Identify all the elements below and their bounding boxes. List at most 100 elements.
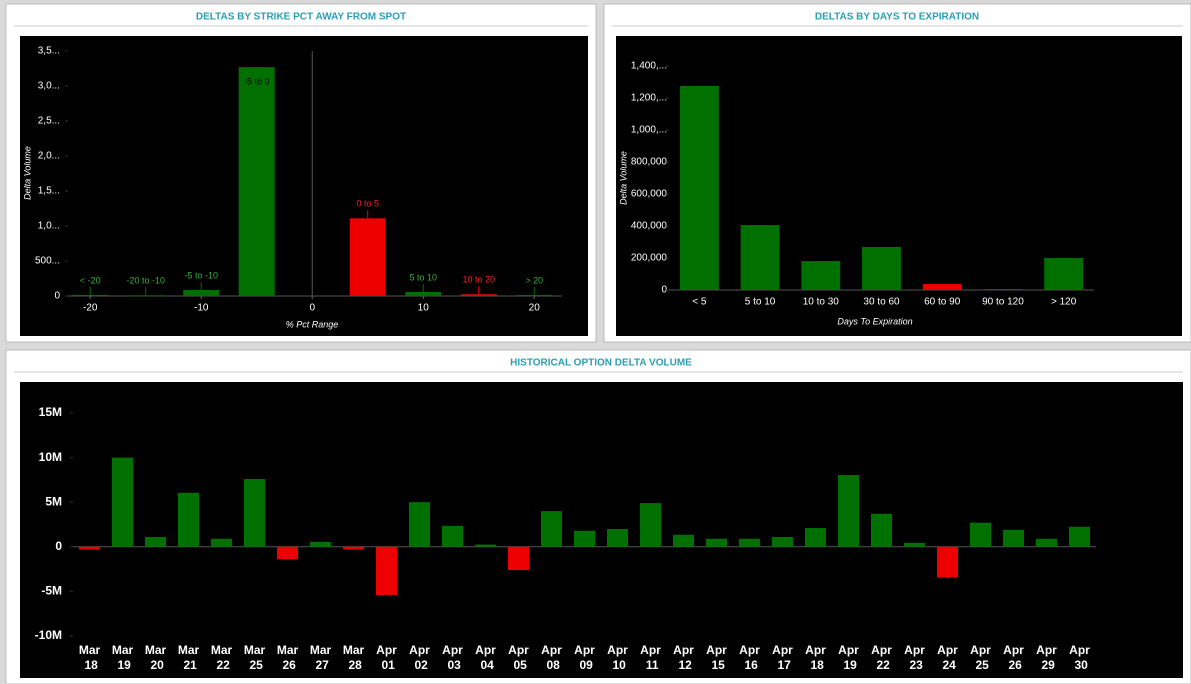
bar	[705, 538, 728, 547]
bar	[78, 546, 101, 550]
bar	[342, 546, 365, 550]
bar	[679, 86, 719, 290]
bar	[405, 292, 442, 296]
x-tick-label: 5 to 10	[745, 297, 776, 308]
chart-title: DELTAS BY DAYS TO EXPIRATION	[815, 12, 979, 23]
bar	[309, 541, 332, 547]
bar	[441, 525, 464, 547]
x-tick-label: Apr 23	[904, 643, 925, 672]
bar	[672, 534, 695, 547]
x-axis-title: Days To Expiration	[837, 316, 912, 326]
bar	[1068, 526, 1091, 547]
x-tick-label: > 120	[1051, 297, 1077, 308]
x-tick-label: Apr 16	[739, 643, 760, 672]
data-label: 10 to 20	[462, 275, 495, 285]
bar	[936, 546, 959, 578]
bar	[801, 261, 841, 290]
chart-title: DELTAS BY STRIKE PCT AWAY FROM SPOT	[196, 12, 406, 23]
y-tick-label: 1,000,...	[631, 125, 667, 136]
bar	[1002, 529, 1025, 547]
x-tick-label: Apr 05	[508, 643, 529, 672]
bar	[983, 289, 1023, 291]
bar	[903, 542, 926, 547]
x-tick-label: Apr 24	[937, 643, 958, 672]
y-tick-label: 2,0...	[38, 151, 60, 162]
bar	[540, 511, 563, 547]
y-tick-label: 1,400,...	[631, 61, 667, 72]
x-tick-label: 10 to 30	[803, 297, 840, 308]
data-label: -5 to -10	[184, 270, 218, 280]
bar	[408, 502, 431, 547]
x-tick-label: Apr 08	[541, 643, 562, 672]
data-label: < -20	[80, 275, 101, 285]
bar	[474, 544, 497, 547]
bar	[740, 225, 780, 290]
bar	[639, 503, 662, 547]
x-tick-label: Mar 19	[112, 643, 134, 672]
bar	[276, 546, 299, 560]
y-tick-label: 0	[54, 291, 60, 302]
x-tick-label: Apr 29	[1036, 643, 1057, 672]
x-tick-label: Apr 30	[1069, 643, 1090, 672]
data-label: 0 to 5	[356, 199, 379, 209]
y-tick-label: 2,5...	[38, 116, 60, 127]
bar	[870, 513, 893, 547]
x-tick-label: Mar 27	[310, 643, 332, 672]
bar	[111, 457, 134, 547]
y-tick-label: 3,0...	[38, 81, 60, 92]
x-tick-label: Mar 28	[343, 643, 365, 672]
x-tick-label: Mar 21	[178, 643, 200, 672]
x-tick-label: Mar 22	[211, 643, 233, 672]
x-tick-label: Apr 12	[673, 643, 694, 672]
x-tick-label: Apr 22	[871, 643, 892, 672]
x-tick-label: Mar 20	[145, 643, 167, 672]
bar	[183, 289, 220, 296]
bar	[210, 538, 233, 547]
x-tick-label: 60 to 90	[924, 297, 961, 308]
data-label: 5 to 10	[409, 272, 437, 282]
x-tick-label: Apr 18	[805, 643, 826, 672]
x-tick-label: Apr 10	[607, 643, 628, 672]
x-tick-label: Mar 25	[244, 643, 266, 672]
x-tick-label: 0	[309, 303, 315, 314]
y-axis-title: Delta Volume	[22, 146, 32, 200]
bar	[837, 474, 860, 547]
bar	[144, 536, 167, 547]
data-label: -20 to -10	[126, 276, 165, 286]
x-tick-label: Apr 25	[970, 643, 991, 672]
y-tick-label: 600,000	[631, 189, 668, 200]
x-tick-label: Apr 01	[376, 643, 397, 672]
x-tick-label: Apr 26	[1003, 643, 1024, 672]
chart-title: HISTORICAL OPTION DELTA VOLUME	[510, 358, 692, 369]
x-tick-label: < 5	[692, 297, 707, 308]
x-tick-label: 10	[418, 303, 430, 314]
y-tick-label: 1,5...	[38, 186, 60, 197]
y-axis-title: Delta Volume	[618, 151, 628, 205]
bar	[573, 530, 596, 547]
bar	[516, 294, 553, 296]
x-tick-label: Apr 19	[838, 643, 859, 672]
data-label: > 20	[525, 275, 543, 285]
x-axis-title: % Pct Range	[286, 319, 339, 329]
y-tick-label: 5M	[45, 494, 62, 508]
x-tick-label: -20	[83, 303, 98, 314]
y-tick-label: 15M	[39, 405, 62, 419]
bar	[969, 522, 992, 547]
x-tick-label: Mar 18	[79, 643, 101, 672]
plot-bg	[20, 36, 588, 336]
x-tick-label: -10	[194, 303, 209, 314]
x-tick-label: 20	[529, 303, 541, 314]
x-tick-label: Apr 02	[409, 643, 430, 672]
y-tick-label: 800,000	[631, 157, 668, 168]
bar	[177, 492, 200, 547]
bar	[349, 218, 386, 296]
y-tick-label: 3,5...	[38, 46, 60, 57]
y-tick-label: 1,200,...	[631, 93, 667, 104]
bar	[606, 528, 629, 547]
x-tick-label: Apr 09	[574, 643, 595, 672]
y-tick-label: 500...	[35, 256, 60, 267]
bar	[1035, 538, 1058, 547]
y-tick-label: 0	[55, 539, 62, 553]
y-tick-label: 0	[661, 285, 667, 296]
